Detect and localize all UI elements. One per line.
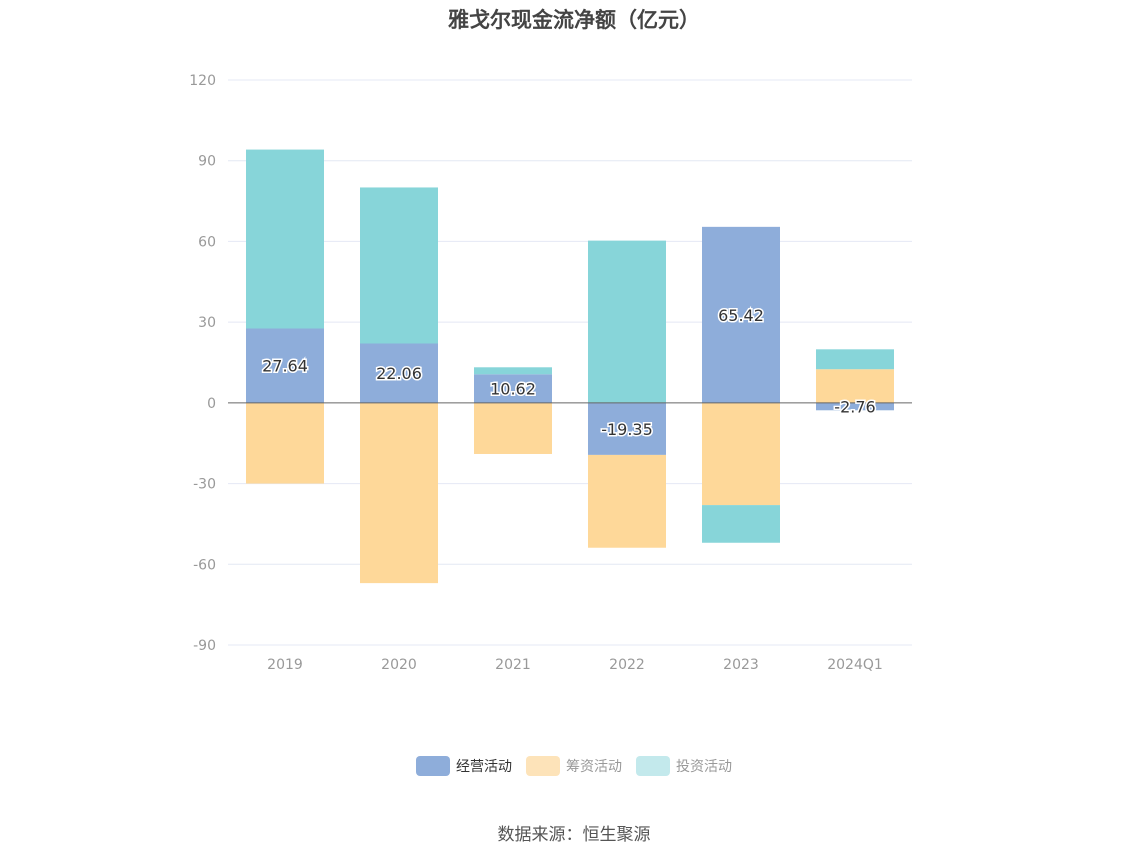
y-tick-label: -90 xyxy=(193,638,216,654)
data-label: 27.64 xyxy=(262,357,308,376)
bar-operating xyxy=(702,226,780,403)
source-note: 数据来源：恒生聚源 xyxy=(497,825,651,845)
bar-investing xyxy=(246,149,324,329)
legend-item-operating[interactable]: 经营活动 xyxy=(416,756,512,776)
legend: 经营活动 筹资活动 投资活动 xyxy=(0,756,1148,776)
data-label: -2.76 xyxy=(834,398,875,417)
legend-swatch-financing xyxy=(526,756,560,776)
data-label: 10.62 xyxy=(490,380,536,399)
legend-label-investing: 投资活动 xyxy=(676,759,732,775)
chart-title: 雅戈尔现金流净额（亿元） xyxy=(448,8,700,32)
bar-operating xyxy=(474,374,552,403)
bar-investing xyxy=(816,349,894,370)
legend-swatch-investing xyxy=(636,756,670,776)
bar-investing xyxy=(588,240,666,403)
legend-label-financing: 筹资活动 xyxy=(566,759,622,775)
bar-operating xyxy=(360,343,438,403)
x-tick-label: 2020 xyxy=(381,657,417,673)
x-tick-label: 2023 xyxy=(723,657,759,673)
legend-item-investing[interactable]: 投资活动 xyxy=(636,756,732,776)
y-tick-label: 30 xyxy=(198,315,216,331)
bar-operating xyxy=(588,402,666,455)
x-tick-label: 2022 xyxy=(609,657,645,673)
bar-financing xyxy=(816,369,894,403)
legend-swatch-operating xyxy=(416,756,450,776)
bar-investing xyxy=(474,367,552,375)
x-tick-label: 2021 xyxy=(495,657,531,673)
bar-operating xyxy=(816,402,894,411)
y-tick-label: 0 xyxy=(207,396,216,412)
y-tick-label: -30 xyxy=(193,477,216,493)
data-label: 65.42 xyxy=(718,306,764,325)
x-tick-label: 2019 xyxy=(267,657,303,673)
bar-investing xyxy=(360,187,438,344)
legend-item-financing[interactable]: 筹资活动 xyxy=(526,756,622,776)
data-label: 22.06 xyxy=(376,364,422,383)
y-tick-label: 60 xyxy=(198,234,216,250)
bar-financing xyxy=(474,402,552,454)
bar-financing xyxy=(588,454,666,548)
bar-financing xyxy=(360,402,438,584)
bar-investing xyxy=(702,505,780,543)
bar-financing xyxy=(246,402,324,484)
legend-label-operating: 经营活动 xyxy=(456,759,512,775)
y-tick-label: 90 xyxy=(198,154,216,170)
bar-financing xyxy=(702,402,780,506)
y-tick-label: -60 xyxy=(193,557,216,573)
data-label: -19.35 xyxy=(601,420,653,439)
x-tick-label: 2024Q1 xyxy=(827,657,883,673)
y-tick-label: 120 xyxy=(189,73,216,89)
bar-operating xyxy=(246,328,324,403)
